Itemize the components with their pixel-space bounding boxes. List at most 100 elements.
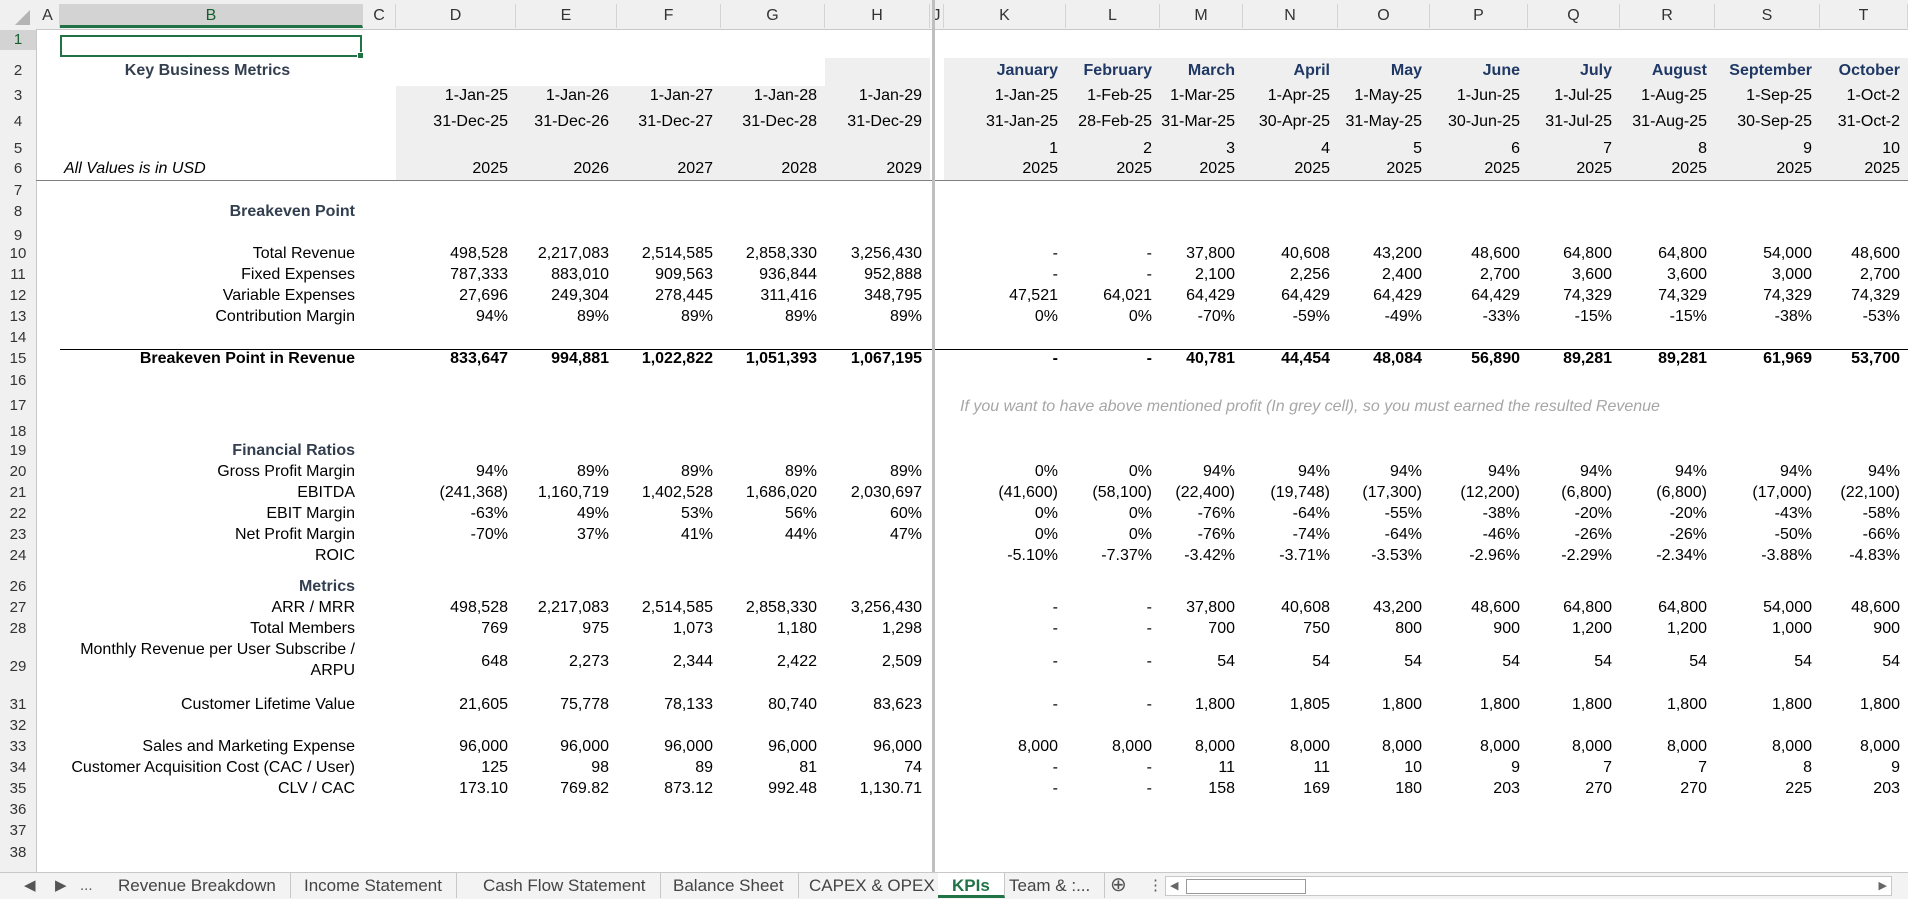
column-header-k[interactable]: K <box>944 4 1066 28</box>
row-header-27[interactable]: 27 <box>9 599 27 616</box>
sheet-tab-team-[interactable]: Team & :... <box>995 873 1106 898</box>
row-header-4[interactable]: 4 <box>13 113 23 130</box>
monthly-value: 169 <box>1303 780 1330 797</box>
monthly-value: -33% <box>1482 308 1520 325</box>
row-header-28[interactable]: 28 <box>9 620 27 637</box>
sheet-tab-revenue-breakdown[interactable]: Revenue Breakdown <box>104 873 291 898</box>
sheet-grid[interactable]: Key Business Metrics All Values is in USD… <box>0 0 1908 872</box>
monthly-value: 1,200 <box>1666 620 1707 637</box>
monthly-value: - <box>1052 759 1058 776</box>
monthly-value: 0% <box>1128 526 1152 543</box>
column-header-a[interactable]: A <box>36 4 60 28</box>
row-header-11[interactable]: 11 <box>10 266 26 283</box>
row-header-38[interactable]: 38 <box>9 844 27 861</box>
sheet-tab-balance-sheet[interactable]: Balance Sheet <box>659 873 799 898</box>
row-header-20[interactable]: 20 <box>9 463 27 480</box>
monthly-value: 64,800 <box>1563 599 1612 616</box>
column-header-l[interactable]: L <box>1066 4 1160 28</box>
column-header-b[interactable]: B <box>60 4 363 28</box>
monthly-value: 900 <box>1873 620 1900 637</box>
sheet-tab-kpis[interactable]: KPIs <box>938 873 1005 898</box>
sheet-tab-capex-opex[interactable]: CAPEX & OPEX <box>795 873 950 898</box>
tab-more-button[interactable]: ... <box>80 877 93 894</box>
row-header-35[interactable]: 35 <box>9 780 27 797</box>
row-header-15[interactable]: 15 <box>9 350 27 367</box>
row-header-33[interactable]: 33 <box>9 738 27 755</box>
row-header-36[interactable]: 36 <box>9 801 27 818</box>
month-start-date: 1-Oct-2 <box>1846 87 1900 104</box>
units-note: All Values is in USD <box>64 160 206 177</box>
annual-value: 348,795 <box>864 287 922 304</box>
row-header-13[interactable]: 13 <box>9 308 27 325</box>
annual-value: 648 <box>481 653 508 670</box>
row-header-6[interactable]: 6 <box>13 160 23 177</box>
column-header-r[interactable]: R <box>1620 4 1715 28</box>
row-header-10[interactable]: 10 <box>9 245 27 262</box>
row-header-31[interactable]: 31 <box>9 696 27 713</box>
column-header-s[interactable]: S <box>1715 4 1820 28</box>
column-header-m[interactable]: M <box>1160 4 1243 28</box>
column-header-d[interactable]: D <box>396 4 516 28</box>
column-header-q[interactable]: Q <box>1528 4 1620 28</box>
scrollbar-thumb[interactable] <box>1186 879 1306 894</box>
row-header-14[interactable]: 14 <box>9 329 27 346</box>
row-header-5[interactable]: 5 <box>13 140 23 157</box>
row-header-23[interactable]: 23 <box>9 526 27 543</box>
row-header-1[interactable]: 1 <box>0 30 36 50</box>
annual-year: 2028 <box>781 160 817 177</box>
select-all-corner[interactable] <box>0 0 36 29</box>
horizontal-scrollbar[interactable]: ◀ ▶ <box>1165 876 1892 896</box>
tab-scroll-prev-button[interactable]: ◀ <box>24 877 36 894</box>
annual-value: 833,647 <box>450 350 508 367</box>
monthly-value: -26% <box>1669 526 1707 543</box>
row-header-16[interactable]: 16 <box>9 372 27 389</box>
row-header-2[interactable]: 2 <box>13 62 23 79</box>
sheet-tab-income-statement[interactable]: Income Statement <box>290 873 457 898</box>
row-header-37[interactable]: 37 <box>9 822 27 839</box>
row-header-26[interactable]: 26 <box>9 578 27 595</box>
column-header-g[interactable]: G <box>721 4 825 28</box>
add-sheet-button[interactable]: ⊕ <box>1110 874 1127 896</box>
column-header-e[interactable]: E <box>516 4 617 28</box>
row-header-34[interactable]: 34 <box>9 759 27 776</box>
sheet-tab-cash-flow-statement[interactable]: Cash Flow Statement <box>469 873 661 898</box>
annual-start-date: 1-Jan-29 <box>858 87 922 104</box>
month-start-date: 1-Mar-25 <box>1170 87 1235 104</box>
column-header-p[interactable]: P <box>1430 4 1528 28</box>
row-header-21[interactable]: 21 <box>9 484 27 501</box>
scroll-right-icon[interactable]: ▶ <box>1878 880 1887 892</box>
tab-scroll-next-button[interactable]: ▶ <box>55 877 67 894</box>
monthly-value: - <box>1052 696 1058 713</box>
monthly-value: 44,454 <box>1281 350 1330 367</box>
row-label: Fixed Expenses <box>241 266 355 283</box>
row-header-9[interactable]: 9 <box>13 227 23 244</box>
monthly-value: 64,429 <box>1281 287 1330 304</box>
row-header-17[interactable]: 17 <box>9 397 27 414</box>
active-cell-B1[interactable] <box>60 35 364 59</box>
row-header-7[interactable]: 7 <box>13 182 23 199</box>
row-header-18[interactable]: 18 <box>9 423 27 440</box>
column-header-h[interactable]: H <box>825 4 930 28</box>
row-header-12[interactable]: 12 <box>9 287 27 304</box>
row-header-8[interactable]: 8 <box>13 203 23 220</box>
column-header-f[interactable]: F <box>617 4 721 28</box>
row-header-24[interactable]: 24 <box>9 547 27 564</box>
row-header-32[interactable]: 32 <box>9 717 27 734</box>
tab-options-icon[interactable]: ⋮ <box>1148 877 1163 894</box>
monthly-value: 54 <box>1689 653 1707 670</box>
row-header-19[interactable]: 19 <box>9 442 27 459</box>
row-header-3[interactable]: 3 <box>13 87 23 104</box>
section-title-financial-ratios: Financial Ratios <box>232 442 355 459</box>
annual-value: 37% <box>576 526 609 543</box>
monthly-value: (22,400) <box>1175 484 1235 501</box>
column-header-c[interactable]: C <box>363 4 396 28</box>
column-header-n[interactable]: N <box>1243 4 1338 28</box>
row-header-29[interactable]: 29 <box>9 658 27 675</box>
month-year: 2025 <box>1386 160 1422 177</box>
row-header-22[interactable]: 22 <box>9 505 27 522</box>
scroll-left-icon[interactable]: ◀ <box>1170 880 1179 892</box>
column-header-j[interactable]: J <box>930 4 944 28</box>
monthly-value: - <box>1146 696 1152 713</box>
row-label: Total Revenue <box>252 245 355 262</box>
column-header-o[interactable]: O <box>1338 4 1430 28</box>
